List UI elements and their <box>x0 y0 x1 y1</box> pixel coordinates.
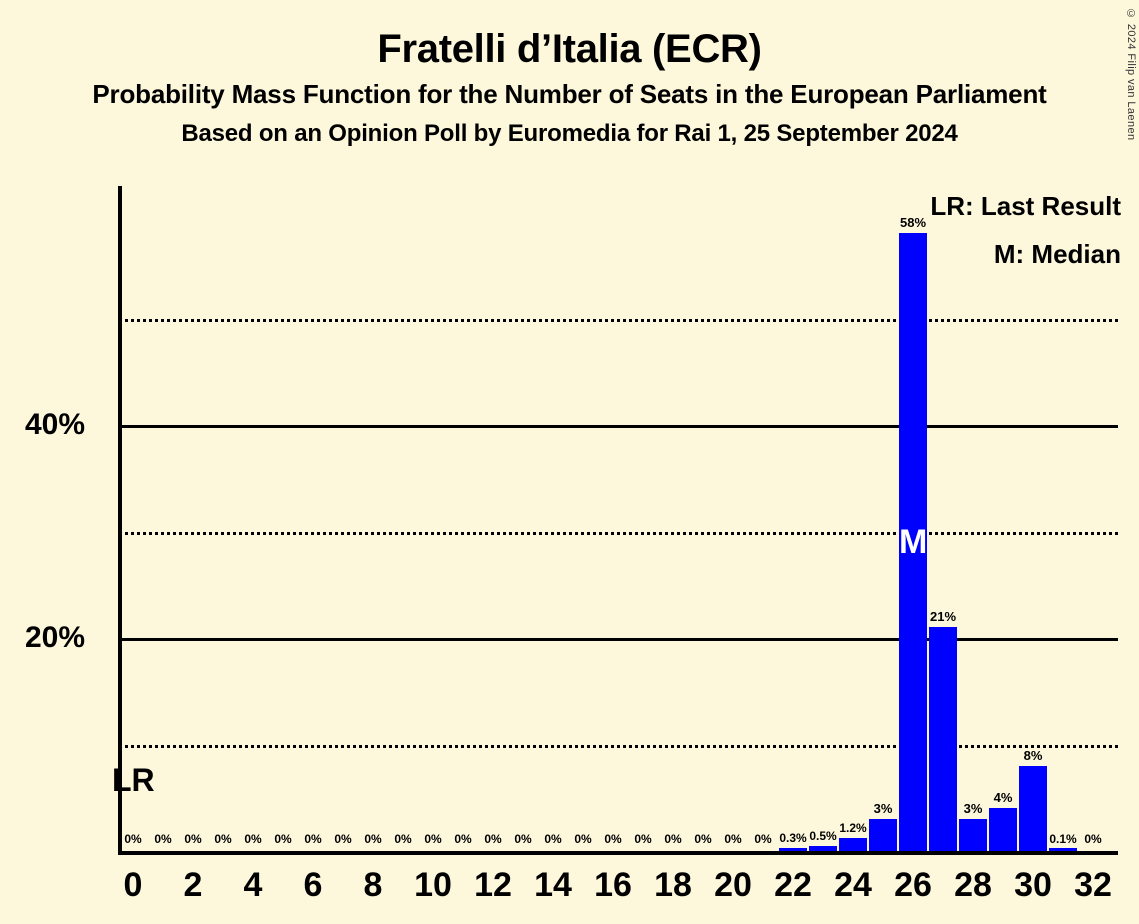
legend-item-median: M: Median <box>993 239 1121 269</box>
chart-source-line: Based on an Opinion Poll by Euromedia fo… <box>181 120 958 147</box>
x-axis-tick-0: 0 <box>123 866 143 904</box>
bar-value-label-seat-25: 3% <box>873 801 893 817</box>
x-axis-line <box>118 851 1118 855</box>
y-axis-tick-20%: 20% <box>24 621 85 654</box>
bar-seat-22[interactable] <box>779 847 807 851</box>
bar-value-label-seat-24: 1.2% <box>839 821 867 836</box>
x-axis-tick-10: 10 <box>414 866 452 904</box>
chart-subtitle: Probability Mass Function for the Number… <box>92 79 1047 109</box>
bar-value-label-seat-29: 4% <box>993 790 1013 806</box>
bar-value-label-seat-27: 21% <box>929 609 957 625</box>
bar-seat-27[interactable] <box>929 627 957 851</box>
bar-value-label-seat-0: 0% <box>124 832 142 846</box>
legend-item-last-result: LR: Last Result <box>930 191 1121 221</box>
bar-value-label-seat-5: 0% <box>274 832 292 846</box>
bar-value-label-seat-4: 0% <box>244 832 262 846</box>
x-axis-tick-26: 26 <box>894 866 932 904</box>
page-title: Fratelli d’Italia (ECR) <box>377 27 762 71</box>
gridline-dotted-30 <box>118 531 1118 535</box>
bar-value-label-seat-19: 0% <box>694 832 712 846</box>
x-axis-tick-24: 24 <box>834 866 872 904</box>
gridline-dotted-10 <box>118 744 1118 748</box>
x-axis-tick-14: 14 <box>534 866 572 904</box>
median-marker: M <box>899 523 928 562</box>
bar-value-label-seat-15: 0% <box>574 832 592 846</box>
bar-seat-25[interactable] <box>869 819 897 851</box>
bar-value-label-seat-26: 58% <box>899 215 927 231</box>
gridline-solid-40 <box>118 425 1118 428</box>
bar-value-label-seat-32: 0% <box>1084 832 1102 846</box>
y-axis-line <box>118 186 122 851</box>
bar-value-label-seat-28: 3% <box>963 801 983 817</box>
last-result-marker: LR <box>112 762 155 798</box>
x-axis-tick-18: 18 <box>654 866 692 904</box>
copyright-notice: © 2024 Filip van Laenen <box>1125 8 1137 141</box>
bar-value-label-seat-2: 0% <box>184 832 202 846</box>
x-axis-labels: 0 2 4 6 8 10 12 14 16 18 20 22 24 26 28 30 32 <box>118 866 1128 916</box>
x-axis-tick-8: 8 <box>363 866 383 904</box>
bar-value-label-seat-12: 0% <box>484 832 502 846</box>
bar-seat-26[interactable] <box>899 233 927 851</box>
bar-series: 0% LR 0% 0% 0% 0% 0% 0% 0% 0% 0% 0% 0% 0% 0% 0% 0% 0% 0% 0%… <box>112 186 1118 851</box>
bar-value-label-seat-11: 0% <box>454 832 472 846</box>
bar-value-label-seat-18: 0% <box>664 832 682 846</box>
x-axis-tick-20: 20 <box>714 866 752 904</box>
x-axis-tick-2: 2 <box>183 866 203 904</box>
gridline-dotted-50 <box>118 318 1118 322</box>
gridline-solid-20 <box>118 638 1118 641</box>
bar-value-label-seat-7: 0% <box>334 832 352 846</box>
bar-value-label-seat-20: 0% <box>724 832 742 846</box>
bar-value-label-seat-14: 0% <box>544 832 562 846</box>
bar-value-label-seat-9: 0% <box>394 832 412 846</box>
bar-value-label-seat-8: 0% <box>364 832 382 846</box>
bar-seat-24[interactable] <box>839 838 867 851</box>
bar-value-label-seat-6: 0% <box>304 832 322 846</box>
bar-seat-28[interactable] <box>959 819 987 851</box>
bar-seat-30[interactable] <box>1019 765 1047 851</box>
bar-value-label-seat-23: 0.5% <box>809 828 837 843</box>
bar-value-label-seat-16: 0% <box>604 832 622 846</box>
x-axis-tick-16: 16 <box>594 866 632 904</box>
bar-value-label-seat-10: 0% <box>424 832 442 846</box>
x-axis-tick-4: 4 <box>243 866 263 904</box>
bar-value-label-seat-30: 8% <box>1023 747 1043 763</box>
bar-value-label-seat-21: 0% <box>754 832 772 846</box>
bar-value-label-seat-17: 0% <box>634 832 652 846</box>
plot-area: 20% 40% 0% LR 0% 0% 0% 0% 0% 0% 0% 0% 0% 0% 0% 0% 0% 0% 0… <box>25 186 1118 855</box>
bar-seat-29[interactable] <box>989 808 1017 851</box>
x-axis-tick-22: 22 <box>774 866 812 904</box>
bar-seat-31[interactable] <box>1049 848 1077 851</box>
x-axis-tick-32: 32 <box>1074 866 1112 904</box>
bar-value-label-seat-22: 0.3% <box>779 830 807 845</box>
x-axis-tick-6: 6 <box>303 866 323 904</box>
bar-seat-23[interactable] <box>809 845 837 851</box>
x-axis-tick-28: 28 <box>954 866 992 904</box>
y-axis-tick-40%: 40% <box>24 408 85 441</box>
x-axis-tick-12: 12 <box>474 866 512 904</box>
title-block: Fratelli d’Italia (ECR) Probability Mass… <box>0 0 1139 154</box>
bar-value-label-seat-1: 0% <box>154 832 172 846</box>
bar-value-label-seat-13: 0% <box>514 832 532 846</box>
bar-value-label-seat-31: 0.1% <box>1049 832 1077 846</box>
legend: LR: Last Result M: Median <box>930 182 1121 278</box>
bar-value-label-seat-3: 0% <box>214 832 232 846</box>
x-axis-tick-30: 30 <box>1014 866 1052 904</box>
